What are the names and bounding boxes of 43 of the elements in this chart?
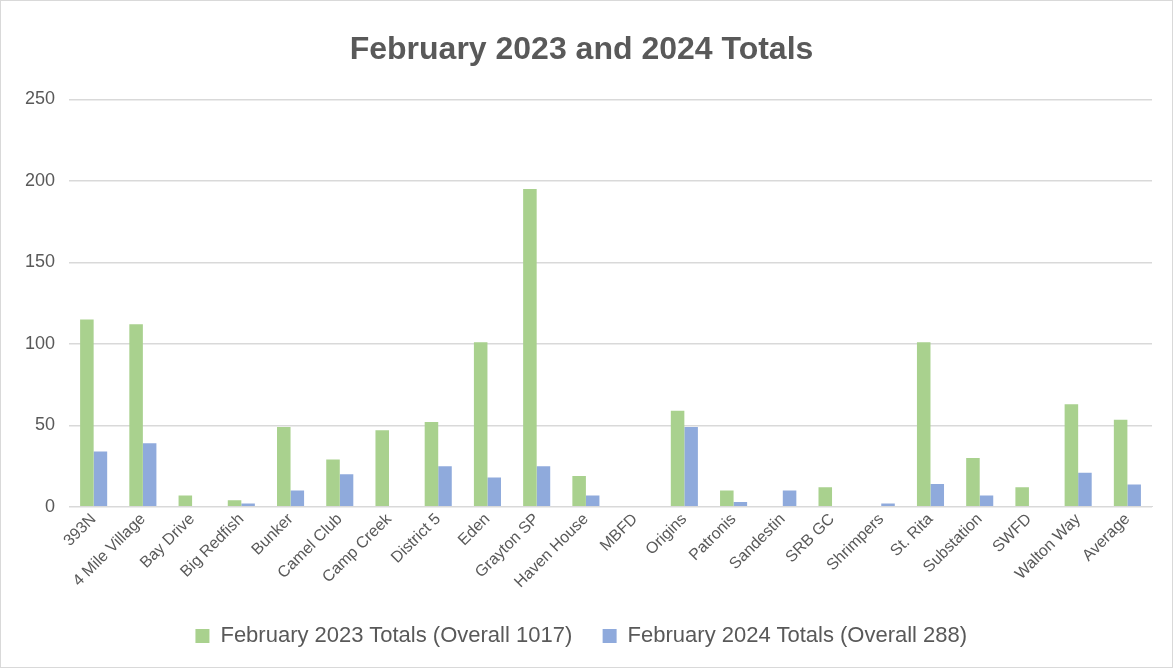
- bar: [80, 319, 94, 507]
- y-tick-label: 100: [24, 332, 56, 353]
- bar: [487, 477, 501, 507]
- bar: [93, 451, 108, 507]
- bar: [536, 466, 551, 507]
- bar: [979, 495, 994, 507]
- bar: [1078, 472, 1092, 507]
- bar: [720, 490, 734, 507]
- legend-label: February 2024 Totals (Overall 288): [627, 622, 968, 648]
- chart-title: February 2023 and 2024 Totals: [349, 30, 814, 67]
- bar: [473, 342, 488, 507]
- bar: [227, 500, 242, 507]
- bar: [966, 457, 980, 507]
- bar: [1127, 484, 1141, 507]
- y-tick-label: 50: [35, 414, 56, 435]
- bar: [178, 495, 193, 507]
- bar: [326, 459, 340, 507]
- bar: [290, 490, 305, 507]
- bar: [733, 501, 748, 507]
- bar: [572, 475, 586, 507]
- y-tick-label: 150: [24, 251, 56, 272]
- legend-label: February 2023 Totals (Overall 1017): [220, 622, 573, 648]
- bar: [585, 495, 600, 507]
- bar: [424, 422, 439, 507]
- bar: [1113, 419, 1128, 507]
- bar: [1064, 404, 1079, 507]
- bar: [684, 427, 698, 507]
- y-tick-label: 0: [45, 495, 56, 516]
- bar: [670, 410, 685, 507]
- bar: [339, 474, 354, 507]
- bar: [1015, 487, 1029, 507]
- bar: [916, 342, 931, 507]
- bar: [142, 443, 157, 507]
- bar: [375, 430, 389, 507]
- bar: [930, 484, 945, 507]
- bar: [129, 324, 143, 507]
- y-tick-label: 250: [24, 88, 56, 109]
- bar: [818, 487, 833, 507]
- bar: [277, 427, 291, 507]
- bar: [782, 490, 797, 507]
- bar: [438, 466, 452, 507]
- y-tick-label: 200: [24, 169, 56, 190]
- bar: [523, 189, 537, 507]
